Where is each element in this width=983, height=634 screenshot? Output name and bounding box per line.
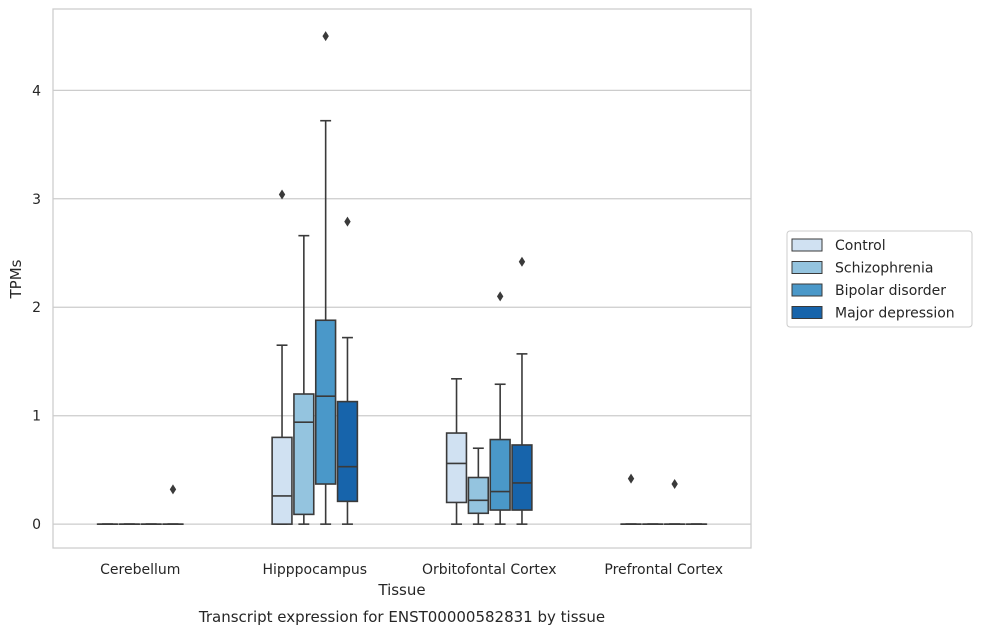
outlier-point: [278, 189, 286, 200]
x-axis-ticks: Cerebellum Hipppocampus Orbitofontal Corte…: [100, 562, 723, 578]
box-iqr: [293, 393, 315, 516]
box-iqr: [271, 436, 293, 525]
legend-swatch: [791, 306, 823, 319]
legend-entry: Schizophrenia: [835, 261, 933, 277]
legend: Control Schizophrenia Bipolar disorder Majo…: [786, 230, 973, 328]
box-iqr: [511, 444, 533, 511]
legend-swatch: [791, 261, 823, 274]
x-tick-label: Orbitofontal Cortex: [422, 562, 557, 578]
outlier-point: [496, 291, 504, 302]
legend-entry: Bipolar disorder: [835, 283, 946, 299]
y-axis-ticks: 0 1 2 3 4: [32, 83, 41, 533]
outlier-point: [627, 473, 635, 484]
outlier-point: [344, 216, 351, 227]
legend-swatch: [791, 283, 823, 297]
box-iqr: [467, 476, 490, 515]
plot-frame: [52, 8, 752, 549]
box-iqr: [314, 319, 337, 485]
y-tick-label: 0: [32, 517, 41, 533]
outlier-point: [322, 31, 329, 42]
box-iqr: [445, 432, 468, 504]
x-tick-label: Hipppocampus: [262, 562, 367, 578]
legend-entry: Control: [835, 238, 886, 254]
outlier-point: [518, 256, 526, 267]
legend-swatch: [791, 238, 823, 252]
x-axis-label: Tissue: [377, 581, 425, 599]
plot-background: [53, 9, 751, 548]
box-group: [96, 31, 708, 525]
y-axis-label: TPMs: [7, 259, 25, 299]
legend-frame: [786, 230, 973, 328]
x-tick-label: Cerebellum: [100, 562, 180, 578]
y-tick-label: 4: [32, 83, 41, 99]
y-tick-label: 3: [32, 192, 41, 208]
box-iqr: [489, 438, 511, 511]
outlier-point: [169, 484, 177, 495]
chart-title: Transcript expression for ENST0000058283…: [198, 608, 605, 626]
y-tick-label: 2: [32, 300, 41, 316]
legend-entry: Major depression: [835, 306, 955, 322]
outlier-point: [671, 479, 678, 490]
x-tick-label: Prefrontal Cortex: [604, 562, 723, 578]
y-tick-label: 1: [32, 409, 41, 425]
box-iqr: [336, 400, 359, 503]
